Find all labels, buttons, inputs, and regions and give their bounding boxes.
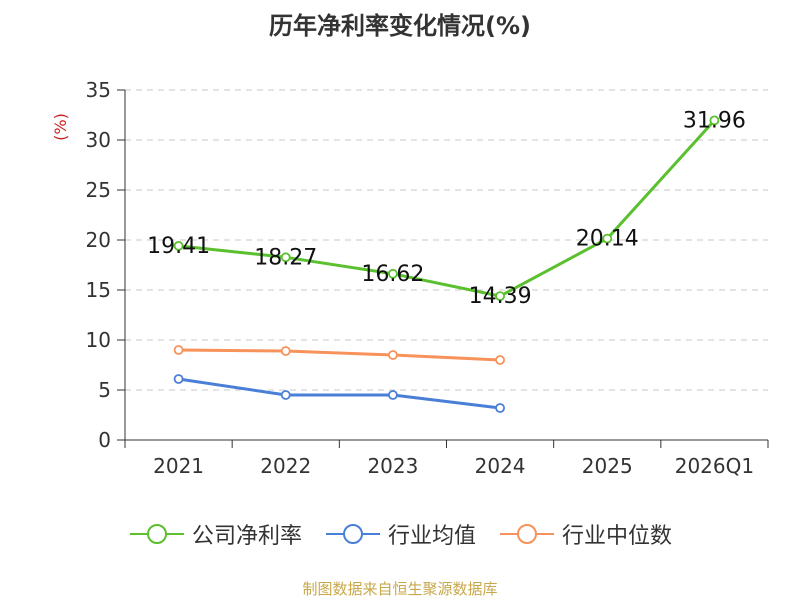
legend: 公司净利率 行业均值 行业中位数 <box>0 518 800 550</box>
data-point <box>388 390 398 400</box>
series-line <box>178 119 716 298</box>
y-tick-label: 20 <box>86 228 111 252</box>
data-label: 18.27 <box>254 245 317 270</box>
legend-marker <box>342 524 363 544</box>
data-point <box>173 345 184 355</box>
data-point <box>173 374 184 384</box>
legend-swatch <box>325 524 380 544</box>
y-tick-label: 35 <box>86 78 111 102</box>
legend-item[interactable]: 公司净利率 <box>128 518 302 550</box>
x-tick-label: 2023 <box>367 454 418 478</box>
legend-label: 行业中位数 <box>562 524 673 549</box>
legend-item[interactable]: 行业中位数 <box>498 518 672 550</box>
x-tick-label: 2022 <box>260 454 311 478</box>
series <box>173 115 720 413</box>
data-label: 16.62 <box>361 262 424 287</box>
data-label: 14.39 <box>469 284 532 309</box>
legend-swatch <box>129 524 184 544</box>
y-tick-label: 25 <box>86 178 111 202</box>
chart-title: 历年净利率变化情况(%) <box>269 12 531 40</box>
data-label: 31.96 <box>683 108 746 133</box>
legend-marker <box>146 524 167 544</box>
y-tick-label: 0 <box>98 428 111 452</box>
legend-item[interactable]: 行业均值 <box>324 518 476 550</box>
y-tick-label: 30 <box>86 128 111 152</box>
data-point <box>602 233 613 244</box>
series-line <box>178 377 501 410</box>
data-point <box>495 403 505 413</box>
y-tick-label: 5 <box>98 378 111 402</box>
y-tick-label: 10 <box>86 328 111 352</box>
x-tick-label: 2021 <box>153 454 204 478</box>
data-point <box>280 252 291 263</box>
y-tick-label: 15 <box>86 278 111 302</box>
data-point <box>280 390 291 400</box>
data-point <box>709 115 720 126</box>
data-point <box>495 291 505 302</box>
x-tick-label: 2026Q1 <box>675 454 754 478</box>
data-point <box>280 346 291 356</box>
legend-label: 行业均值 <box>387 524 476 549</box>
data-point <box>495 355 505 365</box>
data-point <box>388 268 398 279</box>
legend-marker <box>517 524 537 544</box>
x-tick-label: 2024 <box>475 454 526 478</box>
data-label: 20.14 <box>576 227 639 252</box>
x-tick-label: 2025 <box>582 454 633 478</box>
legend-swatch <box>500 524 554 544</box>
y-axis-label: (%) <box>51 113 70 141</box>
data-labels: 19.41 18.27 16.62 14.39 20.14 31.96 <box>147 108 746 309</box>
grid-lines <box>125 89 768 391</box>
data-point <box>173 240 184 251</box>
legend-label: 公司净利率 <box>191 524 302 549</box>
data-label: 19.41 <box>147 234 210 259</box>
series-line <box>178 348 501 362</box>
source-note: 制图数据来自恒生聚源数据库 <box>302 580 498 598</box>
data-point <box>388 350 398 360</box>
